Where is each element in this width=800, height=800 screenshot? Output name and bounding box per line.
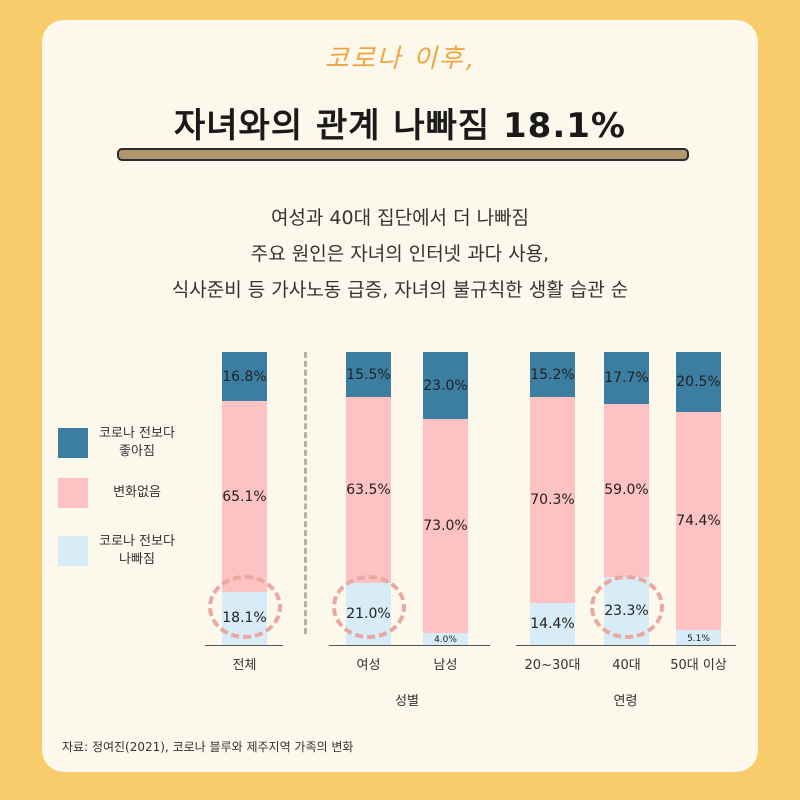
category-label-40대: 40대 <box>612 658 641 673</box>
data-label-worse-남성: 4.0% <box>434 635 457 646</box>
data-label-nochange-전체: 65.1% <box>222 488 267 505</box>
group-label-성별: 성별 <box>395 694 419 709</box>
subtitle-line-1: 여성과 40대 집단에서 더 나빠짐 <box>270 207 530 229</box>
legend-swatch-better <box>58 428 88 458</box>
data-label-nochange-여성: 63.5% <box>346 482 391 499</box>
legend-item-nochange: 변화없음 <box>58 478 176 508</box>
category-label-50대-이상: 50대 이상 <box>670 658 727 673</box>
source-note: 자료: 정여진(2021), 코로나 블루와 제주지역 가족의 변화 <box>62 740 354 754</box>
bar-남성 <box>423 352 468 645</box>
bar-50대-이상 <box>676 352 721 645</box>
bar-segment-better-남성 <box>423 352 468 420</box>
bar-segment-nochange-20-30대 <box>530 396 575 603</box>
category-label-전체: 전체 <box>232 658 257 673</box>
group-label-연령: 연령 <box>613 694 638 709</box>
data-label-better-50대-이상: 20.5% <box>676 374 721 391</box>
legend-label-better: 코로나 전보다 좋아짐 <box>99 426 175 459</box>
highlight-circle-전체 <box>207 575 282 639</box>
legend-label-worse: 코로나 전보다 나빠짐 <box>99 534 175 567</box>
bar-segment-nochange-여성 <box>346 397 391 584</box>
legend-item-better: 코로나 전보다 좋아짐 <box>58 425 176 461</box>
data-label-better-20-30대: 15.2% <box>530 366 575 383</box>
kicker-text: 코로나 이후, <box>324 44 476 74</box>
subtitle-line-3: 식사준비 등 가사노동 급증, 자녀의 불규칙한 생활 습관 순 <box>171 279 629 301</box>
bar-segment-nochange-남성 <box>423 419 468 634</box>
data-label-nochange-40대: 59.0% <box>604 482 649 499</box>
data-label-nochange-50대-이상: 74.4% <box>676 513 721 530</box>
bar-segment-worse-남성 <box>423 633 468 645</box>
bar-segment-better-40대 <box>604 352 649 404</box>
bar-segment-worse-20-30대 <box>530 602 575 645</box>
legend-label-nochange: 변화없음 <box>113 485 161 500</box>
highlight-circle-40대 <box>589 575 664 639</box>
baseline-1 <box>329 645 490 646</box>
title-underline <box>117 148 689 161</box>
data-label-worse-50대-이상: 5.1% <box>687 633 710 644</box>
bar-segment-better-50대-이상 <box>676 352 721 413</box>
data-label-better-남성: 23.0% <box>423 377 468 394</box>
bar-segment-better-여성 <box>346 352 391 398</box>
legend-swatch-nochange <box>58 478 88 508</box>
page-title: 자녀와의 관계 나빠짐 18.1% <box>174 106 626 146</box>
data-label-better-40대: 17.7% <box>604 369 649 386</box>
data-label-nochange-남성: 73.0% <box>423 518 468 535</box>
category-label-여성: 여성 <box>356 658 381 673</box>
subtitle-line-2: 주요 원인은 자녀의 인터넷 과다 사용, <box>250 243 550 265</box>
data-label-better-여성: 15.5% <box>346 366 391 383</box>
bar-20-30대 <box>530 352 575 645</box>
legend-swatch-worse <box>58 536 88 566</box>
data-label-better-전체: 16.8% <box>222 368 267 385</box>
data-label-nochange-20-30대: 70.3% <box>530 491 575 508</box>
bar-segment-better-전체 <box>222 352 267 402</box>
bar-segment-better-20-30대 <box>530 352 575 397</box>
bar-segment-nochange-전체 <box>222 401 267 592</box>
data-label-worse-20-30대: 14.4% <box>530 615 575 632</box>
subtitle: 여성과 40대 집단에서 더 나빠짐 주요 원인은 자녀의 인터넷 과다 사용,… <box>0 200 800 308</box>
highlight-circle-여성 <box>331 575 406 639</box>
legend-item-worse: 코로나 전보다 나빠짐 <box>58 533 176 569</box>
category-label-남성: 남성 <box>433 658 458 673</box>
baseline-2 <box>516 645 736 646</box>
group-divider <box>304 352 307 634</box>
bar-segment-worse-50대-이상 <box>676 630 721 645</box>
category-label-20-30대: 20~30대 <box>524 658 581 673</box>
baseline-0 <box>205 645 283 646</box>
bar-segment-nochange-40대 <box>604 403 649 577</box>
bar-segment-nochange-50대-이상 <box>676 412 721 631</box>
